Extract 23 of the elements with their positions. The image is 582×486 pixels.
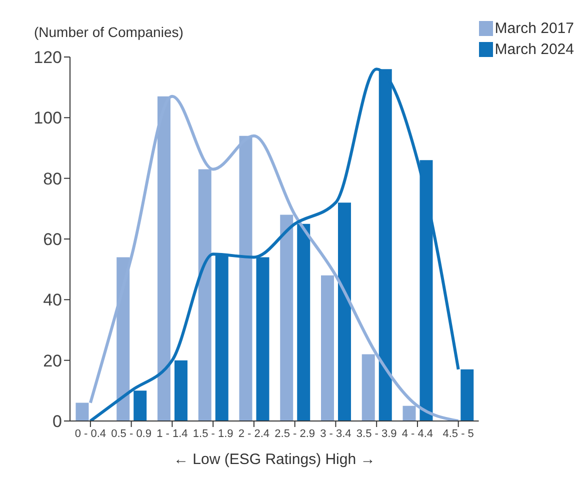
x-tick-label: 0.5 - 0.9 [111, 428, 152, 440]
x-tick-label: 3 - 3.4 [320, 428, 352, 440]
legend-label: March 2017 [494, 19, 574, 39]
y-tick-label: 120 [34, 48, 62, 68]
bar [76, 402, 89, 421]
x-tick-label: 2.5 - 2.9 [274, 428, 316, 440]
x-tick-label: 1 - 1.4 [156, 428, 188, 440]
x-tick-label: 1.5 - 1.9 [192, 428, 234, 440]
y-tick-label: 40 [43, 290, 62, 310]
y-tick-label: 60 [43, 230, 62, 250]
y-tick-label: 80 [43, 169, 62, 188]
x-tick-label: 4.5 - 5 [442, 428, 474, 440]
y-tick-label: 100 [34, 108, 62, 128]
y-tick-label: 20 [43, 351, 62, 370]
bar [460, 369, 474, 421]
x-tick-label: 0 - 0.4 [74, 428, 106, 440]
legend-label: March 2024 [494, 40, 574, 60]
y-axis-title: (Number of Companies) [34, 24, 184, 40]
x-axis-title: ← Low (ESG Ratings) High → [174, 451, 376, 468]
x-tick-label: 2 - 2.4 [238, 428, 270, 440]
y-tick-label: 0 [52, 412, 62, 432]
x-tick-label: 3.5 - 3.9 [356, 428, 397, 440]
x-tick-label: 4 - 4.4 [402, 428, 434, 440]
